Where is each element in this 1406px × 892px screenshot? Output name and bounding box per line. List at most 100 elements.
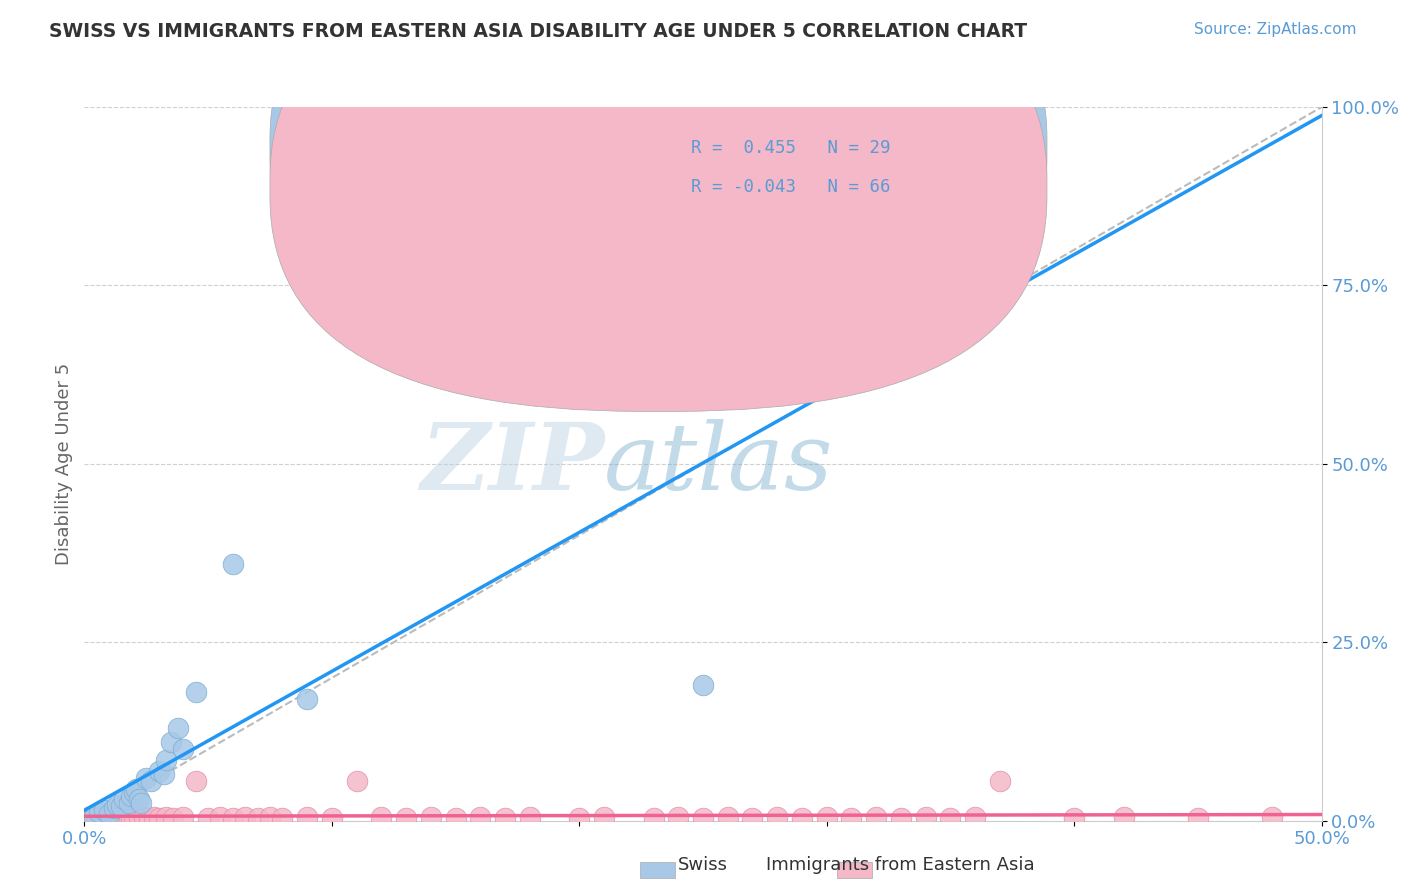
Point xyxy=(172,810,194,824)
Point xyxy=(692,678,714,692)
Point xyxy=(444,811,467,825)
Point xyxy=(988,774,1011,789)
Point xyxy=(115,811,138,825)
Text: ZIP: ZIP xyxy=(420,419,605,508)
Point xyxy=(890,811,912,825)
Point xyxy=(142,810,165,824)
Point xyxy=(138,811,160,825)
Point xyxy=(939,260,962,275)
Text: Swiss: Swiss xyxy=(678,855,728,873)
Text: R = -0.043   N = 66: R = -0.043 N = 66 xyxy=(690,178,890,196)
Point xyxy=(395,811,418,825)
Point xyxy=(103,810,125,824)
Point xyxy=(815,810,838,824)
Point xyxy=(148,811,170,825)
Point xyxy=(1112,810,1135,824)
Point xyxy=(118,796,141,810)
Point xyxy=(172,742,194,756)
Point xyxy=(148,764,170,778)
Point xyxy=(295,692,318,706)
Point xyxy=(209,810,232,824)
Point xyxy=(741,811,763,825)
Point xyxy=(184,685,207,699)
Point xyxy=(122,785,145,799)
Point xyxy=(120,811,142,825)
Point xyxy=(90,811,112,825)
Point xyxy=(98,810,121,824)
Point xyxy=(89,805,111,819)
Point xyxy=(79,810,101,824)
Point xyxy=(108,810,131,824)
Point xyxy=(120,789,142,803)
Point xyxy=(132,810,155,824)
Point xyxy=(125,781,148,796)
Point xyxy=(141,774,163,789)
Point xyxy=(1261,810,1284,824)
Point xyxy=(692,811,714,825)
Point xyxy=(865,810,887,824)
Point xyxy=(643,811,665,825)
Point xyxy=(222,557,245,571)
Point xyxy=(155,753,177,767)
Point xyxy=(1063,811,1085,825)
Point xyxy=(568,811,591,825)
Point xyxy=(321,811,343,825)
Point xyxy=(233,810,256,824)
Point xyxy=(93,803,115,817)
Point xyxy=(914,810,936,824)
Text: atlas: atlas xyxy=(605,419,834,508)
Point xyxy=(105,797,128,812)
Point xyxy=(122,810,145,824)
Point xyxy=(617,378,640,392)
Point xyxy=(135,771,157,785)
Point xyxy=(222,811,245,825)
Point xyxy=(965,810,987,824)
Point xyxy=(86,811,108,825)
Point xyxy=(110,799,132,814)
Point xyxy=(346,774,368,789)
FancyBboxPatch shape xyxy=(616,125,976,211)
Point xyxy=(118,810,141,824)
Point xyxy=(184,774,207,789)
Point xyxy=(790,811,813,825)
Point xyxy=(167,721,190,735)
Text: SWISS VS IMMIGRANTS FROM EASTERN ASIA DISABILITY AGE UNDER 5 CORRELATION CHART: SWISS VS IMMIGRANTS FROM EASTERN ASIA DI… xyxy=(49,22,1028,41)
Point xyxy=(105,811,128,825)
Point xyxy=(593,810,616,824)
Point xyxy=(98,806,121,821)
Point xyxy=(83,810,105,824)
Y-axis label: Disability Age Under 5: Disability Age Under 5 xyxy=(55,363,73,565)
Point xyxy=(470,810,492,824)
Point xyxy=(717,810,740,824)
Text: R =  0.455   N = 29: R = 0.455 N = 29 xyxy=(690,139,890,157)
Point xyxy=(129,796,152,810)
Point xyxy=(112,792,135,806)
Point xyxy=(766,810,789,824)
Point xyxy=(841,811,863,825)
Point xyxy=(96,811,118,825)
Point xyxy=(419,810,441,824)
Point xyxy=(112,810,135,824)
Point xyxy=(939,811,962,825)
Point xyxy=(128,792,150,806)
Point xyxy=(93,810,115,824)
FancyBboxPatch shape xyxy=(270,0,1047,372)
Point xyxy=(1187,811,1209,825)
Point xyxy=(519,810,541,824)
Point xyxy=(494,811,516,825)
Point xyxy=(666,810,689,824)
Point xyxy=(89,810,111,824)
Point xyxy=(370,810,392,824)
Point xyxy=(295,810,318,824)
Point xyxy=(197,811,219,825)
Point xyxy=(160,735,183,749)
Point xyxy=(152,767,174,781)
FancyBboxPatch shape xyxy=(270,0,1047,411)
Text: Source: ZipAtlas.com: Source: ZipAtlas.com xyxy=(1194,22,1357,37)
Point xyxy=(83,810,105,824)
Point xyxy=(271,811,294,825)
Point xyxy=(100,811,122,825)
Point xyxy=(246,811,269,825)
Point xyxy=(103,801,125,815)
Point xyxy=(155,810,177,824)
